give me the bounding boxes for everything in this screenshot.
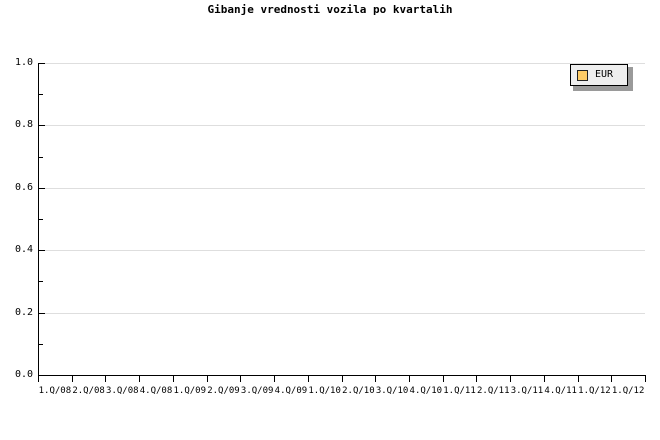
chart-legend[interactable]: EUR: [570, 64, 628, 86]
x-axis-tick: [72, 376, 73, 382]
x-axis-tick-label: 2.Q/08: [72, 386, 105, 396]
x-axis-tick: [274, 376, 275, 382]
y-axis-tick-minor: [39, 343, 43, 345]
x-axis-tick: [308, 376, 309, 382]
x-axis-tick-label: 1.Q/10: [308, 386, 341, 396]
gridline-horizontal: [38, 63, 645, 64]
x-axis-tick: [375, 376, 376, 382]
y-axis-tick-major: [39, 187, 45, 189]
y-axis-tick-minor: [39, 156, 43, 158]
x-axis-tick-label: 2.Q/09: [207, 386, 240, 396]
x-axis-tick-label: 4.Q/08: [139, 386, 173, 396]
x-axis-tick: [173, 376, 174, 382]
y-axis-tick-minor: [39, 219, 43, 220]
chart-title: Gibanje vrednosti vozila po kvartalih: [207, 3, 453, 16]
y-axis-tick-label: 0.4: [14, 244, 33, 256]
x-axis-tick-label: 1.Q/09: [173, 386, 207, 396]
x-axis-tick: [611, 376, 612, 382]
gridline-horizontal: [38, 187, 645, 189]
y-axis-tick-label: 1.0: [14, 57, 33, 68]
x-axis-tick-label: 3.Q/10: [375, 386, 409, 396]
x-axis-tick: [578, 376, 579, 382]
gridline-horizontal: [38, 250, 645, 252]
x-axis-tick: [38, 376, 39, 382]
x-axis-tick-label: 4.Q/11: [544, 386, 577, 396]
x-axis-tick: [139, 376, 140, 382]
y-axis-tick-label: 0.8: [14, 119, 33, 131]
y-axis-line: [38, 63, 39, 376]
legend-label-eur: EUR: [595, 69, 614, 80]
x-axis-tick: [105, 376, 106, 382]
x-axis-tick: [476, 376, 477, 382]
x-axis-tick-label: 4.Q/10: [409, 386, 443, 396]
x-axis-tick-label: 3.Q/11: [510, 386, 544, 396]
x-axis-tick: [510, 376, 511, 382]
plot-area: [38, 63, 645, 375]
y-axis-tick-minor: [39, 94, 43, 96]
x-axis-tick-label: 1.Q/12: [578, 386, 611, 396]
x-axis-tick: [645, 376, 646, 382]
y-axis-labels: 0.0 0.2 0.4 0.6 0.8 1.0: [0, 0, 33, 440]
x-axis-tick-label: 1.Q/08: [38, 386, 72, 396]
x-axis-tick-label: 2.Q/11: [476, 386, 510, 396]
x-axis-tick-label: 4.Q/09: [274, 386, 308, 396]
x-axis-line: [38, 375, 646, 376]
x-axis-tick-label: 3.Q/08: [106, 386, 139, 396]
legend-swatch-eur-icon: [577, 69, 588, 81]
y-axis-tick-label: 0.2: [14, 306, 33, 318]
y-axis-tick-major: [39, 375, 45, 376]
y-axis-tick-label: 0.0: [14, 369, 33, 380]
x-axis-tick: [240, 376, 241, 382]
y-axis-tick-major: [39, 312, 45, 314]
gridline-horizontal: [38, 125, 645, 127]
x-axis-tick-label: 1.Q/11: [443, 386, 476, 396]
x-axis-tick: [342, 376, 343, 382]
gridline-horizontal: [38, 312, 645, 314]
y-axis-tick-minor: [39, 281, 43, 283]
y-axis-tick-major: [39, 63, 45, 64]
y-axis-tick-label: 0.6: [14, 181, 33, 193]
x-axis-tick: [443, 376, 444, 382]
x-axis-tick-label: 1.Q/12: [611, 386, 645, 396]
x-axis-tick-label: 2.Q/10: [342, 386, 375, 396]
x-axis-tick: [409, 376, 410, 382]
y-axis-tick-major: [39, 250, 45, 252]
x-axis-tick: [207, 376, 208, 382]
y-axis-tick-major: [39, 125, 45, 127]
x-axis-tick: [544, 376, 545, 382]
x-axis-tick-label: 3.Q/09: [240, 386, 274, 396]
